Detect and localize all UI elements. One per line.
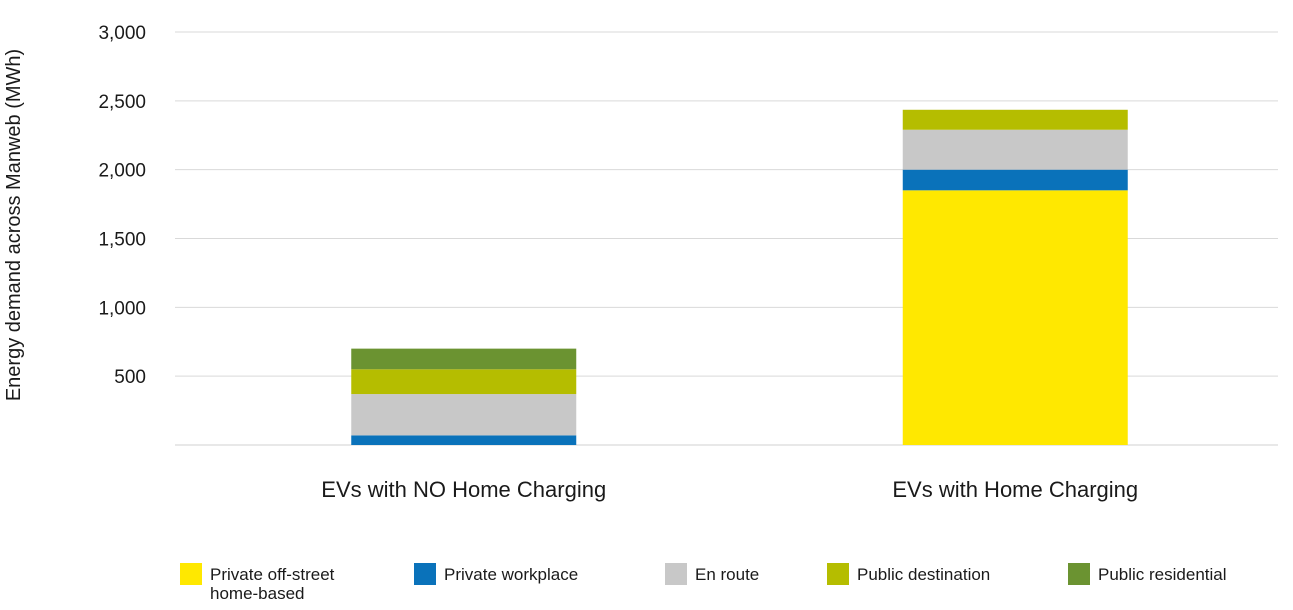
legend-swatch — [414, 563, 436, 585]
x-category-label: EVs with Home Charging — [892, 477, 1138, 502]
x-category-label: EVs with NO Home Charging — [321, 477, 606, 502]
bar-segment-public-destination — [351, 369, 577, 395]
legend-swatch — [1068, 563, 1090, 585]
legend-swatch — [180, 563, 202, 585]
y-tick-label: 1,500 — [98, 230, 146, 251]
legend-item: En route — [665, 563, 759, 585]
y-axis-label: Energy demand across Manweb (MWh) — [3, 49, 25, 401]
legend-label: En route — [695, 565, 760, 584]
bar-segment-private-workplace — [351, 435, 577, 445]
bars — [351, 109, 1128, 445]
legend-swatch — [665, 563, 687, 585]
legend-label: Public residential — [1098, 565, 1227, 584]
legend-item: Private workplace — [414, 563, 578, 585]
legend-item: Public residential — [1068, 563, 1227, 585]
y-tick-label: 500 — [114, 367, 146, 388]
legend-label: Public destination — [857, 565, 991, 584]
legend: Private off-street home-based Private wor… — [180, 563, 1273, 609]
legend-label: Private workplace — [444, 565, 579, 584]
y-tick-label: 2,500 — [98, 92, 146, 113]
bar-segment-private-workplace — [902, 169, 1128, 191]
bar-segment-private-off-street-home-based — [902, 190, 1128, 445]
y-tick-labels: 500 1,000 1,500 2,000 2,500 3,000 — [98, 23, 146, 388]
bar-segment-public-destination — [902, 109, 1128, 130]
legend-item: Public destination — [827, 563, 990, 585]
bar-segment-en-route — [902, 129, 1128, 170]
y-tick-label: 2,000 — [98, 161, 146, 182]
legend-label: Private off-street home-based — [210, 565, 335, 603]
bar-segment-en-route — [351, 394, 577, 436]
legend-swatch — [827, 563, 849, 585]
y-tick-label: 3,000 — [98, 23, 146, 44]
x-category-labels: EVs with NO Home Charging EVs with Home C… — [321, 477, 1138, 502]
legend-item: Private off-street home-based — [180, 563, 334, 603]
y-tick-label: 1,000 — [98, 298, 146, 319]
stacked-bar-chart: 500 1,000 1,500 2,000 2,500 3,000 EVs with NO… — [3, 23, 1278, 502]
bar-segment-public-residential — [351, 348, 577, 370]
